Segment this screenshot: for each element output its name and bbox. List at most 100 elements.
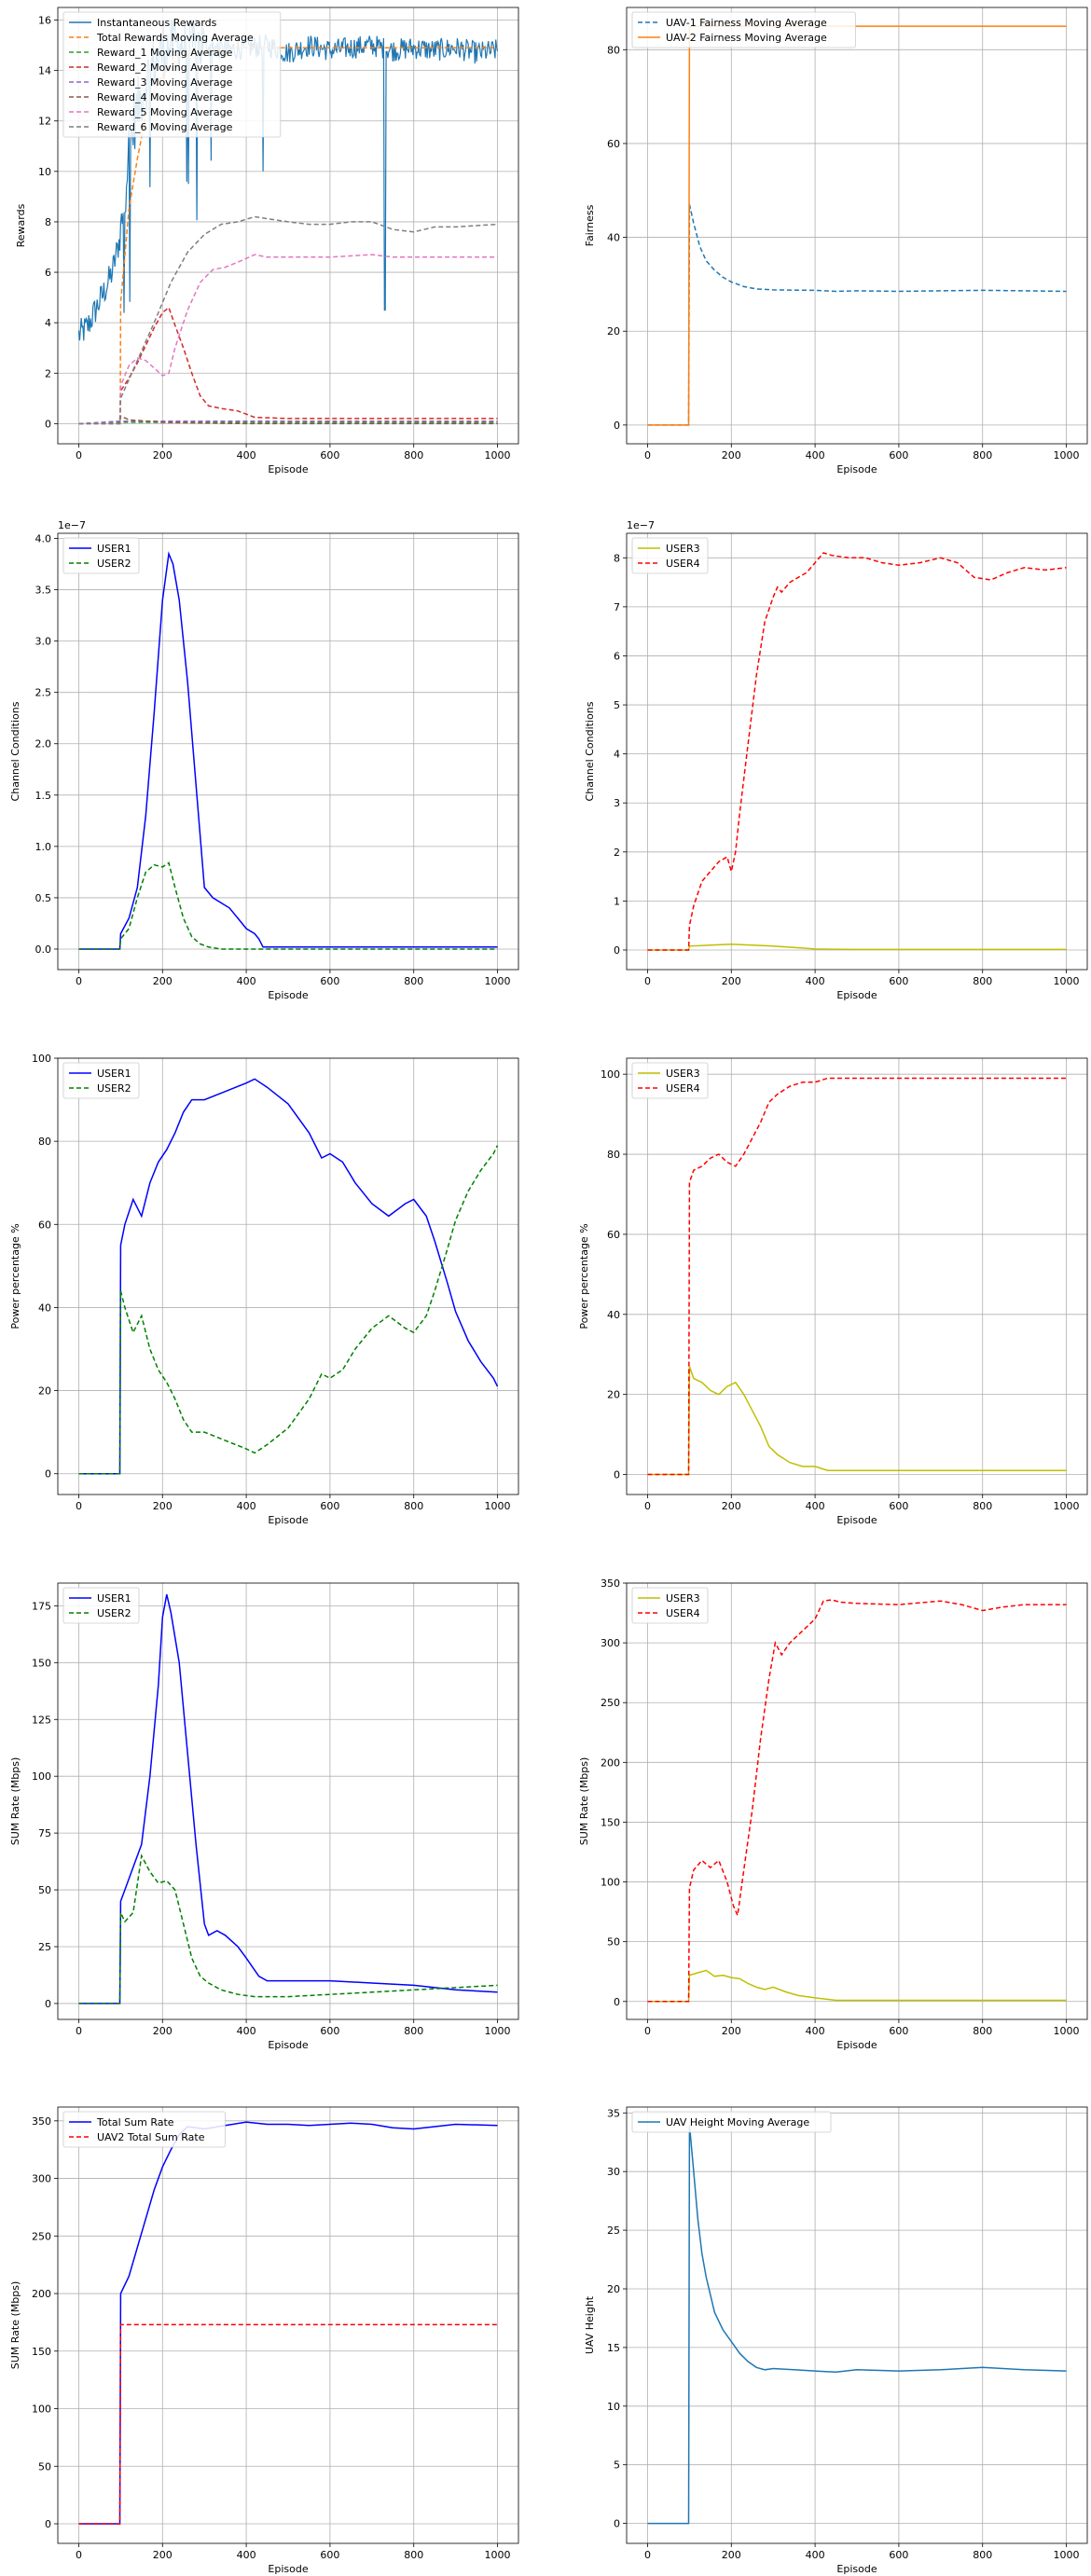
y-tick-label: 25 — [607, 2225, 620, 2237]
y-tick-label: 1.5 — [35, 790, 52, 802]
y-tick-label: 350 — [601, 1577, 620, 1590]
y-tick-label: 4 — [614, 749, 620, 761]
x-tick-label: 400 — [237, 2549, 256, 2561]
legend-box — [62, 1062, 140, 1099]
y-tick-label: 250 — [32, 2230, 51, 2242]
y-tick-label: 80 — [607, 44, 620, 56]
legend-entry: Reward_2 Moving Average — [97, 62, 233, 74]
axes-frame — [57, 1582, 519, 2020]
x-tick-label: 800 — [404, 449, 423, 461]
x-tick-label: 400 — [806, 1500, 825, 1512]
legend-entry: Total Rewards Moving Average — [96, 32, 254, 44]
chart-7: 0 200 400 600 800 1000 0 25 50 75 100 125 150 175 Epis… — [9, 1582, 519, 2051]
legend-box — [62, 2111, 226, 2148]
y-axis-label: Channel Conditions — [9, 701, 21, 801]
y-tick-label: 100 — [32, 2404, 51, 2416]
x-axis-label: Episode — [268, 2563, 308, 2575]
legend-entry: USER3 — [666, 543, 700, 555]
series-line-2 — [78, 1853, 498, 2004]
legend-entry: USER4 — [666, 558, 700, 570]
x-axis-label: Episode — [268, 463, 308, 475]
y-tick-label: 0 — [614, 1996, 620, 2008]
x-tick-label: 600 — [320, 975, 339, 987]
x-tick-label: 0 — [76, 1500, 82, 1512]
y-tick-label: 250 — [601, 1697, 620, 1709]
series-line-2 — [647, 552, 1067, 951]
y-tick-label: 2 — [614, 847, 620, 859]
y-tick-label: 10 — [607, 2401, 620, 2413]
y-tick-label: 30 — [607, 2166, 620, 2178]
y-offset-text: 1e−7 — [58, 519, 86, 531]
legend-entry: Reward_5 Moving Average — [97, 106, 233, 118]
y-tick-label: 150 — [32, 1657, 51, 1669]
series-line-2 — [647, 1077, 1067, 1476]
y-tick-label: 25 — [38, 1941, 51, 1953]
y-tick-label: 7 — [614, 601, 620, 613]
legend-entry: USER4 — [666, 1607, 700, 1619]
y-tick-label: 5 — [614, 2459, 620, 2472]
x-tick-label: 400 — [237, 449, 256, 461]
axes-frame — [626, 1057, 1088, 1495]
y-tick-label: 3.5 — [35, 585, 52, 597]
legend-entry: UAV Height Moving Average — [666, 2116, 809, 2128]
y-tick-label: 4.0 — [35, 533, 52, 545]
series-line-1 — [78, 1078, 499, 1475]
legend-box — [62, 537, 140, 574]
legend-entry: UAV2 Total Sum Rate — [97, 2131, 205, 2143]
y-tick-label: 1.0 — [35, 841, 52, 853]
x-tick-label: 600 — [320, 1500, 339, 1512]
x-tick-label: 400 — [806, 449, 825, 461]
y-tick-label: 12 — [38, 116, 51, 128]
y-tick-label: 20 — [607, 325, 620, 337]
x-tick-label: 0 — [76, 975, 82, 987]
y-axis-label: SUM Rate (Mbps) — [9, 2281, 21, 2370]
axes-frame — [57, 1057, 519, 1495]
y-tick-label: 6 — [614, 650, 620, 662]
x-tick-label: 800 — [404, 2025, 423, 2037]
legend-entry: USER1 — [97, 1068, 131, 1080]
y-tick-label: 80 — [607, 1149, 620, 1161]
x-tick-label: 0 — [644, 1500, 651, 1512]
x-tick-label: 800 — [404, 1500, 423, 1512]
chart-8: 0 200 400 600 800 1000 0 50 100 150 200 250 300 350 Ep… — [578, 1577, 1088, 2051]
y-tick-label: 20 — [607, 2283, 620, 2295]
y-tick-label: 100 — [32, 1770, 51, 1783]
x-tick-label: 400 — [237, 2025, 256, 2037]
y-axis-label: Channel Conditions — [584, 701, 596, 801]
x-tick-label: 800 — [973, 2025, 992, 2037]
y-axis-label: SUM Rate (Mbps) — [578, 1757, 590, 1846]
x-tick-label: 800 — [404, 975, 423, 987]
x-tick-label: 200 — [153, 975, 173, 987]
x-tick-label: 200 — [153, 1500, 173, 1512]
x-axis-label: Episode — [836, 2563, 877, 2575]
y-tick-label: 2.5 — [35, 687, 52, 699]
chart-4: 0 200 400 600 800 1000 0 1 2 3 4 5 6 7 8 Episode Channel… — [584, 519, 1088, 1001]
axes-frame — [57, 532, 519, 971]
y-tick-label: 100 — [32, 1053, 51, 1065]
axes-frame — [626, 2106, 1088, 2544]
x-tick-label: 200 — [722, 2549, 741, 2561]
legend-box — [62, 11, 282, 138]
y-tick-label: 40 — [38, 1302, 51, 1314]
y-tick-label: 200 — [601, 1756, 620, 1769]
x-tick-label: 400 — [237, 975, 256, 987]
chart-3: 0 200 400 600 800 1000 0.0 0.5 1.0 1.5 2.0 2.5 3.0 3.… — [9, 519, 519, 1001]
series-line-1 — [78, 551, 498, 950]
x-tick-label: 1000 — [1054, 1500, 1080, 1512]
legend-box — [631, 2111, 832, 2133]
series-line-1 — [647, 204, 1067, 426]
y-tick-label: 60 — [38, 1219, 51, 1231]
chart-5: 0 200 400 600 800 1000 0 20 40 60 80 100 Episode Powe… — [9, 1053, 519, 1526]
x-tick-label: 1000 — [1054, 449, 1080, 461]
y-tick-label: 80 — [38, 1136, 51, 1148]
y-tick-label: 0 — [45, 418, 51, 430]
y-tick-label: 4 — [45, 317, 51, 329]
y-tick-label: 0 — [45, 1998, 51, 2010]
x-tick-label: 400 — [237, 1500, 256, 1512]
y-tick-label: 8 — [45, 216, 51, 228]
y-tick-label: 50 — [607, 1936, 620, 1949]
legend-entry: Reward_1 Moving Average — [97, 47, 233, 59]
legend-entry: Reward_4 Moving Average — [97, 91, 233, 103]
legend-entry: UAV-2 Fairness Moving Average — [666, 32, 827, 44]
